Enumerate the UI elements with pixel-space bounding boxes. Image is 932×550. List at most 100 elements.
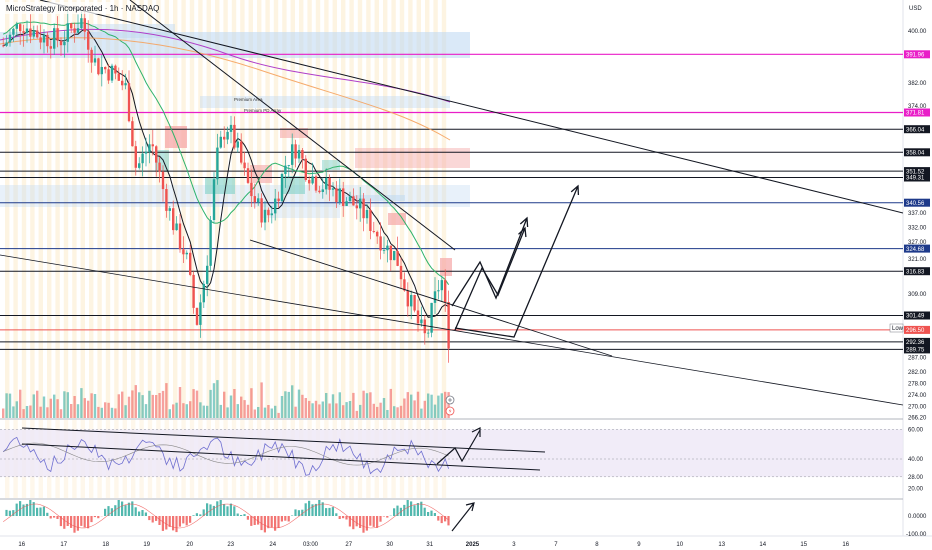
oscillator-bar: [138, 511, 141, 516]
oscillator-bar: [386, 516, 389, 518]
candle-body: [46, 34, 49, 47]
session-band: [240, 0, 245, 418]
candle-body: [420, 319, 423, 324]
oscillator-indicator: [3, 500, 475, 533]
volume-bar: [93, 394, 97, 418]
session-band: [374, 0, 379, 418]
trendlines: [0, 0, 903, 406]
candle-body: [131, 121, 134, 147]
oscillator-bar: [382, 516, 385, 517]
volume-bar: [308, 400, 311, 418]
volume-bar: [250, 388, 253, 418]
session-band: [5, 0, 10, 418]
volume-bar: [246, 404, 250, 418]
volume-bar: [263, 407, 267, 418]
oscillator-bar: [342, 516, 345, 519]
session-band: [349, 0, 354, 418]
oscillator-bar: [199, 514, 202, 516]
volume-bar: [376, 406, 379, 418]
currency-label[interactable]: USD: [909, 6, 922, 12]
level-badge-label: 340.56: [906, 201, 925, 207]
candle-body: [2, 45, 5, 47]
candle-body: [355, 205, 358, 209]
volume-bar: [42, 396, 46, 418]
oscillator-bar: [270, 516, 273, 528]
candle-body: [107, 69, 110, 81]
volume-bar: [165, 383, 168, 418]
oscillator-bar: [257, 516, 260, 525]
oscillator-bar: [151, 516, 154, 523]
oscillator-bar: [107, 506, 110, 516]
session-band: [38, 0, 43, 418]
volume-bar: [420, 408, 423, 418]
oscillator-bar: [66, 516, 69, 526]
lightning-icon[interactable]: [445, 406, 455, 416]
candle-body: [444, 280, 447, 302]
level-badge: [904, 167, 930, 176]
oscillator-bar: [277, 516, 280, 528]
volume-bar: [141, 395, 144, 418]
candle-body: [189, 252, 192, 275]
oscillator-bar: [229, 503, 232, 516]
candle-body: [182, 249, 185, 255]
level-badge-label: 371.81: [906, 111, 925, 117]
volume-bar: [233, 389, 236, 418]
candle-body: [308, 180, 311, 184]
candle-body: [175, 223, 178, 231]
oscillator-bar: [175, 516, 178, 533]
oscillator-arrow: [451, 502, 475, 532]
level-badge-label: 351.52: [906, 169, 925, 175]
volume-bar: [2, 408, 5, 418]
oscillator-pane[interactable]: [0, 500, 903, 536]
session-band: [156, 0, 161, 418]
oscillator-bar: [321, 502, 324, 516]
add-alert-icon[interactable]: [445, 395, 455, 405]
volume-bar: [362, 390, 365, 418]
time-axis-labels: 16 17 18 19 20 23 24 03:00 27 30 31 2025 3 7 8 9 10 13 14 1…: [18, 542, 849, 548]
candle-body: [430, 302, 433, 333]
oscillator-bar: [243, 514, 246, 516]
volume-bar: [25, 406, 29, 418]
candle-body: [195, 307, 199, 325]
candle-body: [226, 131, 229, 140]
candle-body: [359, 198, 362, 209]
candle-body: [257, 198, 260, 203]
volume-bar: [155, 395, 158, 418]
session-band: [30, 0, 35, 418]
rsi-indicator: [0, 427, 903, 478]
main-pane[interactable]: [0, 0, 903, 418]
volume-bar: [359, 404, 362, 418]
candle-body: [386, 245, 389, 251]
oscillator-bar: [284, 516, 287, 521]
oscillator-bar: [267, 516, 270, 529]
volume-bar: [410, 394, 413, 418]
candle-body: [161, 171, 165, 190]
symbol-title[interactable]: MicroStrategy Incorporated · 1h · NASDAQ: [6, 4, 159, 13]
candle-body: [185, 252, 188, 255]
candle-body: [352, 196, 355, 206]
oscillator-bar: [19, 501, 22, 516]
time-tick-label: 15: [800, 542, 807, 548]
candle-body: [155, 146, 158, 163]
level-badge: [904, 244, 930, 253]
time-tick-label: 19: [143, 542, 150, 548]
session-band: [13, 0, 18, 418]
candle-body: [63, 41, 66, 46]
candle-body: [144, 151, 148, 154]
oscillator-bar: [15, 503, 18, 516]
volume-bar: [318, 404, 321, 418]
oscillator-bar: [253, 516, 256, 525]
projection-path: [451, 217, 528, 307]
volume-bar: [131, 390, 134, 418]
candle-body: [165, 189, 168, 211]
volume-bars: [2, 380, 450, 418]
oscillator-bar: [444, 516, 447, 522]
symbol-header[interactable]: MicroStrategy Incorporated · 1h · NASDAQ: [0, 2, 159, 14]
candle-body: [396, 251, 399, 266]
volume-bar: [15, 401, 18, 418]
candle-body: [29, 28, 32, 37]
volume-bar: [223, 391, 226, 418]
candle-body: [22, 31, 25, 33]
volume-bar: [104, 402, 107, 418]
